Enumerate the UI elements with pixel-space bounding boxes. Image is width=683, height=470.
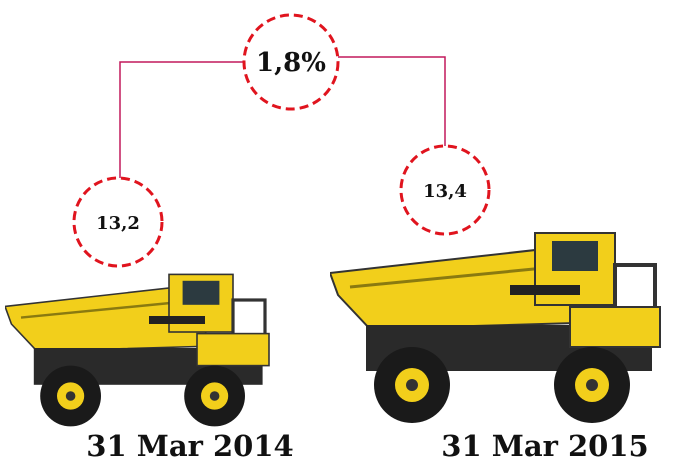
- right-value: 13,4: [423, 181, 467, 202]
- infographic: 1,8% 13,2 13,4 31 Mar 2014 31 Mar 2015: [0, 0, 683, 470]
- truck-image: [330, 233, 660, 423]
- left-value: 13,2: [96, 213, 140, 234]
- connector: [338, 57, 445, 148]
- growth-label: 1,8%: [256, 48, 326, 78]
- right-date: 31 Mar 2015: [441, 429, 648, 463]
- left-date: 31 Mar 2014: [86, 429, 293, 463]
- connector: [120, 62, 245, 178]
- truck-image: [5, 274, 269, 426]
